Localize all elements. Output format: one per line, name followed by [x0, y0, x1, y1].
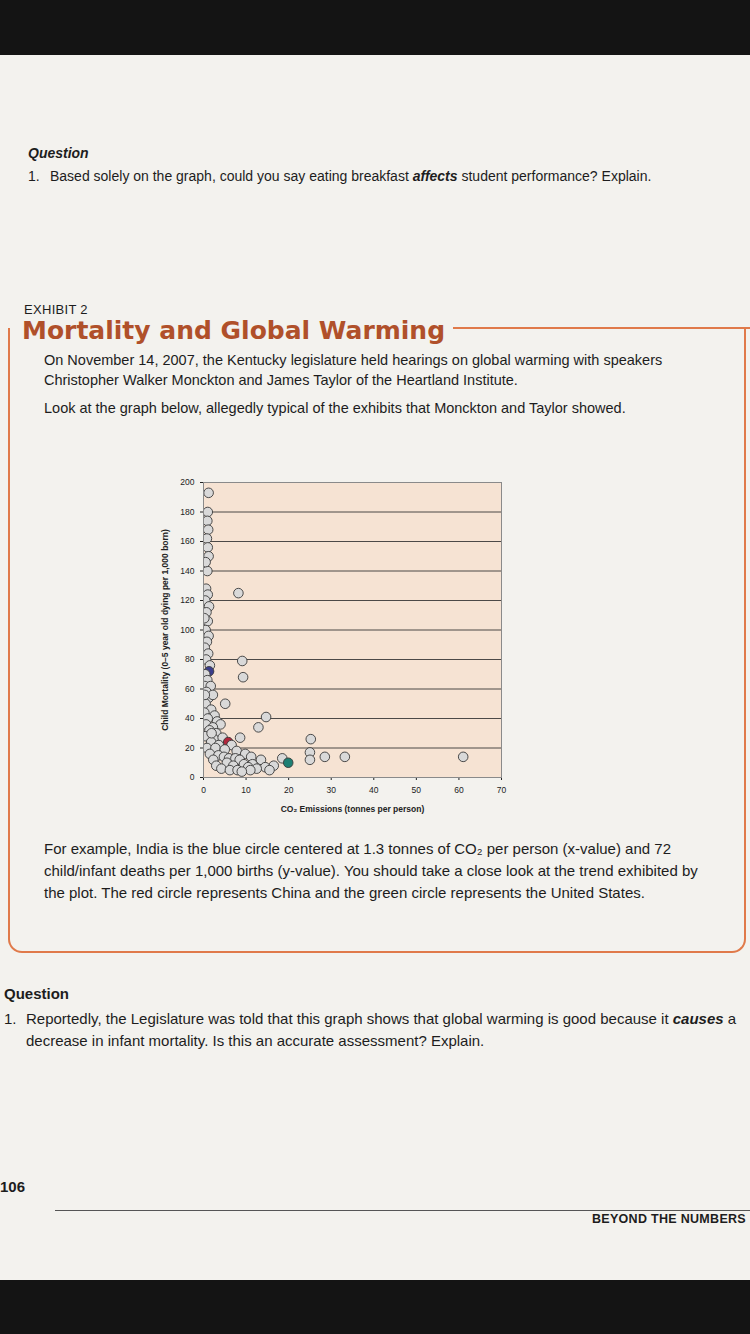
svg-text:50: 50 [412, 785, 422, 795]
html-text:1.: 1. [28, 168, 40, 184]
svg-text:70: 70 [497, 785, 507, 795]
html-text:EXHIBIT 2: EXHIBIT 2 [24, 302, 88, 317]
svg-text:40: 40 [369, 785, 379, 795]
svg-text:20: 20 [284, 785, 294, 795]
svg-text:60: 60 [185, 684, 195, 694]
svg-text:180: 180 [180, 507, 194, 517]
svg-text:CO₂ Emissions (tonnes per pers: CO₂ Emissions (tonnes per person) [281, 804, 425, 814]
html-text:1.: 1. [4, 1010, 17, 1027]
svg-text:0: 0 [190, 772, 195, 782]
html-text:Mortality and Global Warming: Mortality and Global Warming [22, 316, 446, 345]
svg-text:10: 10 [241, 785, 251, 795]
svg-text:0: 0 [201, 785, 206, 795]
svg-text:120: 120 [180, 595, 194, 605]
svg-text:60: 60 [454, 785, 464, 795]
html-text:Question: Question [28, 145, 89, 161]
svg-text:200: 200 [180, 477, 194, 487]
html-text:Look at the graph below, alleg: Look at the graph below, allegedly typic… [44, 400, 626, 416]
html-text:Reportedly, the Legislature wa: Reportedly, the Legislature was told tha… [26, 1010, 737, 1049]
svg-text:140: 140 [180, 566, 194, 576]
svg-text:40: 40 [185, 713, 195, 723]
svg-text:30: 30 [326, 785, 336, 795]
svg-text:100: 100 [180, 625, 194, 635]
svg-text:160: 160 [180, 536, 194, 546]
html-text:Question: Question [4, 985, 69, 1002]
html-text:On November 14, 2007, the Kent: On November 14, 2007, the Kentucky legis… [44, 352, 663, 388]
html-text:Based solely on the graph, cou: Based solely on the graph, could you say… [50, 168, 652, 184]
svg-text:20: 20 [185, 743, 195, 753]
html-text:BEYOND THE NUMBERS: BEYOND THE NUMBERS [592, 1212, 746, 1226]
html-text:For example, India is the blue: For example, India is the blue circle ce… [44, 840, 698, 901]
svg-text:80: 80 [185, 654, 195, 664]
html-text:106: 106 [0, 1178, 25, 1195]
svg-text:Child Mortality (0–5 year old: Child Mortality (0–5 year old dying per … [160, 529, 170, 731]
